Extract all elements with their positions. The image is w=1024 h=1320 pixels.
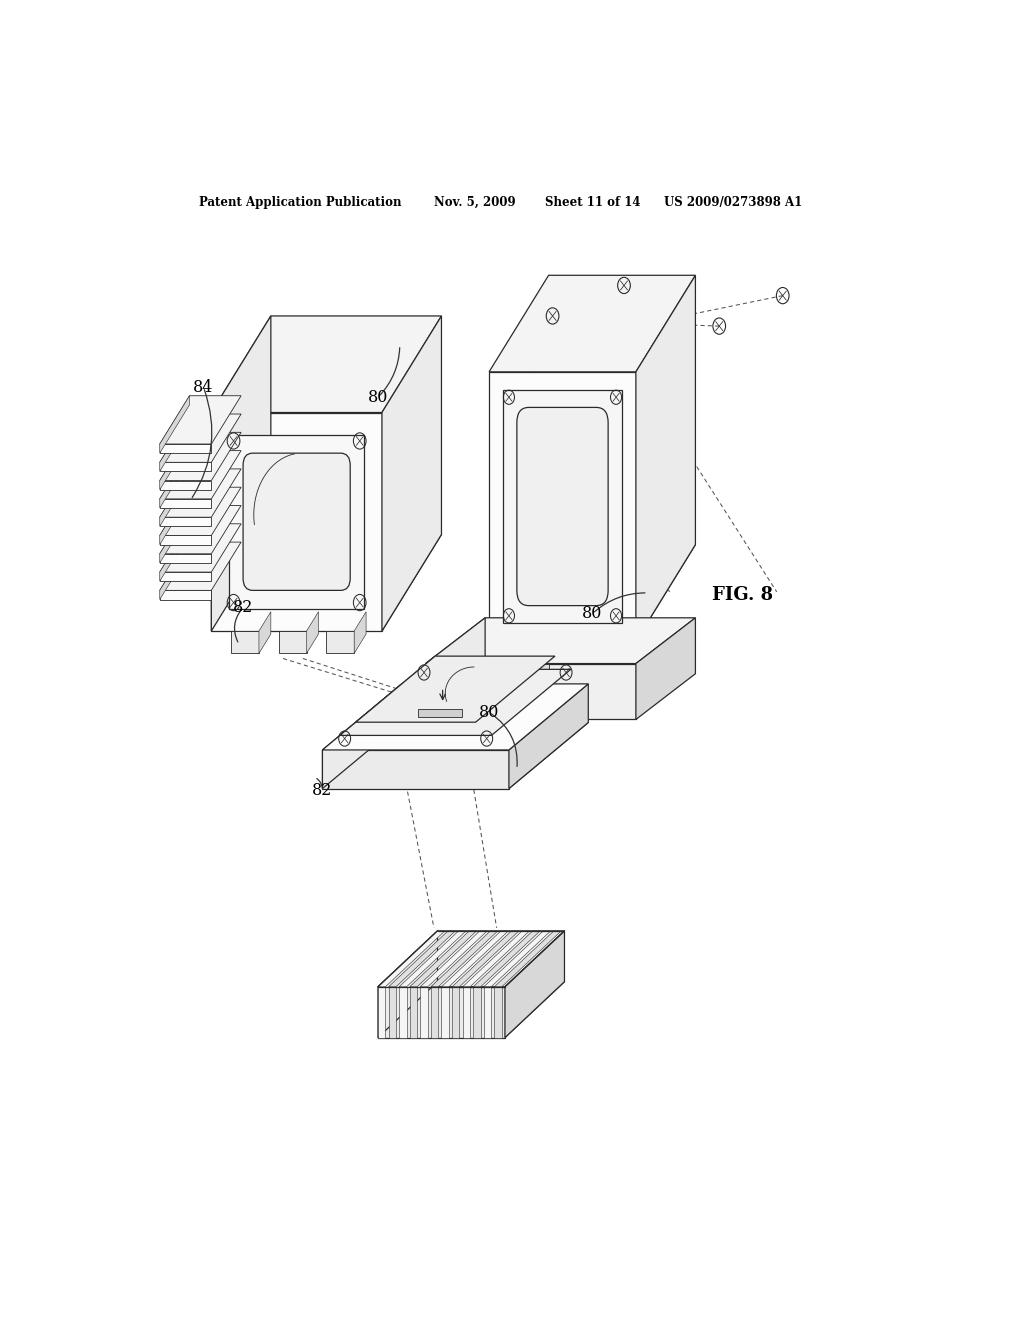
Polygon shape [489, 276, 695, 372]
Polygon shape [160, 536, 211, 545]
Polygon shape [410, 931, 476, 987]
Polygon shape [506, 664, 549, 700]
Polygon shape [483, 931, 551, 987]
Polygon shape [495, 931, 561, 987]
Text: 80: 80 [582, 606, 602, 622]
Polygon shape [431, 931, 498, 987]
Polygon shape [160, 444, 211, 453]
Polygon shape [160, 462, 211, 471]
Polygon shape [160, 543, 189, 599]
Polygon shape [160, 396, 189, 453]
Polygon shape [160, 524, 189, 581]
Polygon shape [160, 506, 241, 554]
Polygon shape [382, 315, 441, 631]
Polygon shape [228, 434, 365, 609]
Polygon shape [160, 572, 211, 581]
Text: 82: 82 [232, 599, 253, 616]
Text: 82: 82 [312, 783, 333, 799]
Polygon shape [388, 987, 396, 1038]
Polygon shape [483, 987, 492, 1038]
Text: Patent Application Publication: Patent Application Publication [200, 195, 402, 209]
Polygon shape [160, 487, 241, 536]
Polygon shape [378, 982, 564, 1038]
Polygon shape [279, 631, 306, 653]
Polygon shape [160, 524, 241, 572]
Polygon shape [211, 315, 270, 631]
Polygon shape [259, 611, 270, 653]
Polygon shape [160, 450, 189, 508]
Polygon shape [426, 618, 485, 719]
Polygon shape [160, 433, 189, 490]
Text: 84: 84 [194, 379, 214, 396]
Polygon shape [636, 618, 695, 719]
Text: US 2009/0273898 A1: US 2009/0273898 A1 [664, 195, 802, 209]
Polygon shape [420, 987, 428, 1038]
Text: FIG. 8: FIG. 8 [713, 586, 773, 605]
Polygon shape [160, 433, 241, 480]
Polygon shape [636, 276, 695, 642]
Polygon shape [426, 664, 636, 719]
Polygon shape [418, 709, 462, 717]
Polygon shape [160, 480, 211, 490]
Text: 80: 80 [479, 704, 500, 721]
Polygon shape [378, 931, 444, 987]
Polygon shape [160, 517, 211, 527]
Polygon shape [211, 535, 441, 631]
Polygon shape [160, 450, 241, 499]
Polygon shape [473, 987, 480, 1038]
Polygon shape [160, 506, 189, 562]
Polygon shape [378, 931, 564, 987]
Polygon shape [231, 631, 259, 653]
Polygon shape [160, 469, 189, 527]
Polygon shape [388, 931, 456, 987]
Polygon shape [160, 414, 241, 462]
Polygon shape [504, 391, 622, 623]
Polygon shape [420, 931, 487, 987]
Text: 80: 80 [368, 389, 388, 405]
Polygon shape [323, 722, 588, 788]
Polygon shape [323, 684, 588, 750]
Polygon shape [431, 987, 438, 1038]
Polygon shape [441, 987, 449, 1038]
Polygon shape [327, 631, 354, 653]
Polygon shape [211, 412, 382, 631]
Polygon shape [399, 987, 407, 1038]
Polygon shape [378, 987, 385, 1038]
Polygon shape [160, 487, 189, 545]
Polygon shape [399, 931, 466, 987]
Text: Nov. 5, 2009: Nov. 5, 2009 [433, 195, 515, 209]
Polygon shape [426, 618, 695, 664]
Polygon shape [463, 931, 529, 987]
Polygon shape [463, 987, 470, 1038]
Polygon shape [323, 750, 509, 788]
Polygon shape [505, 931, 564, 1038]
Polygon shape [340, 669, 570, 735]
Polygon shape [495, 987, 502, 1038]
Polygon shape [355, 656, 555, 722]
Polygon shape [306, 611, 318, 653]
Polygon shape [410, 987, 417, 1038]
Polygon shape [160, 499, 211, 508]
Polygon shape [160, 469, 241, 517]
Polygon shape [160, 396, 241, 444]
Polygon shape [160, 554, 211, 562]
Text: Sheet 11 of 14: Sheet 11 of 14 [545, 195, 640, 209]
FancyBboxPatch shape [243, 453, 350, 590]
Polygon shape [452, 987, 460, 1038]
Polygon shape [160, 590, 211, 599]
Polygon shape [323, 684, 401, 788]
Polygon shape [160, 543, 241, 590]
Polygon shape [489, 545, 695, 642]
Polygon shape [378, 931, 437, 1038]
Polygon shape [378, 987, 505, 1038]
Polygon shape [160, 414, 189, 471]
FancyBboxPatch shape [517, 408, 608, 606]
Polygon shape [211, 315, 441, 412]
Polygon shape [473, 931, 540, 987]
Polygon shape [452, 931, 519, 987]
Polygon shape [489, 372, 636, 642]
Polygon shape [509, 684, 588, 788]
Polygon shape [441, 931, 508, 987]
Polygon shape [354, 611, 367, 653]
